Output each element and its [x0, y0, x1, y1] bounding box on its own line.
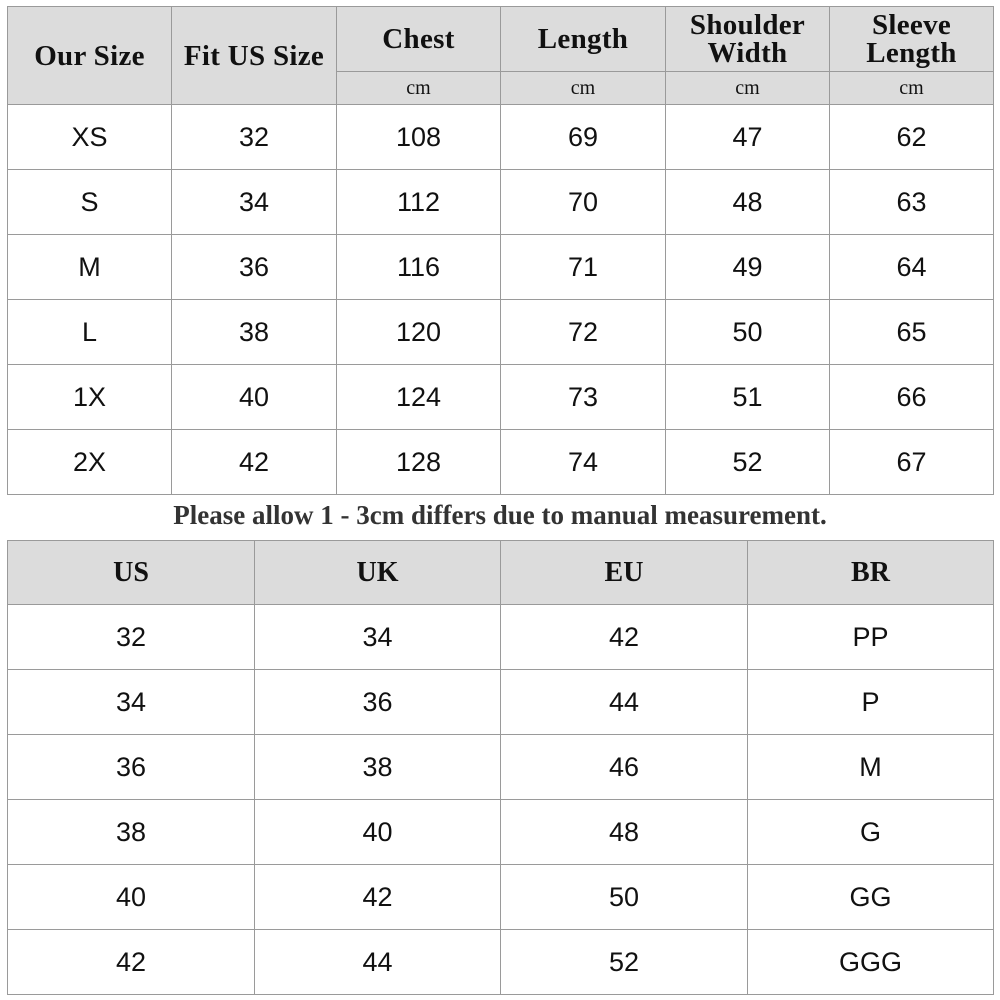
table-cell: 65 [829, 299, 994, 365]
table-cell: 69 [500, 104, 666, 170]
table-cell: M [7, 234, 172, 300]
unit-label: cm [665, 71, 830, 105]
header-length: Length [500, 6, 666, 72]
measurement-note: Please allow 1 - 3cm differs due to manu… [173, 500, 827, 530]
table-cell: 120 [336, 299, 501, 365]
table-cell: 74 [500, 429, 666, 495]
table-cell: 67 [829, 429, 994, 495]
table-cell: 72 [500, 299, 666, 365]
table-cell: 34 [254, 604, 501, 670]
unit-label: cm [500, 71, 666, 105]
table-cell: 50 [665, 299, 830, 365]
table-row: 38 40 48 G [7, 799, 994, 865]
header-us: US [7, 540, 255, 605]
table-cell: 48 [665, 169, 830, 235]
table-row: 2X 42 128 74 52 67 [7, 429, 994, 495]
table-cell: 46 [500, 734, 748, 800]
table-row: S 34 112 70 48 63 [7, 169, 994, 235]
size-table: Our Size Fit US Size Chest Length Should… [7, 6, 994, 495]
table-cell: 38 [171, 299, 337, 365]
table-row: 42 44 52 GGG [7, 929, 994, 995]
table-row: L 38 120 72 50 65 [7, 299, 994, 365]
table-cell: 40 [171, 364, 337, 430]
table-cell: 32 [7, 604, 255, 670]
header-sleeve-length: Sleeve Length [829, 6, 994, 72]
table-row: XS 32 108 69 47 62 [7, 104, 994, 170]
header-fit-us-size: Fit US Size [171, 6, 337, 105]
table-cell: 42 [500, 604, 748, 670]
table-cell: 73 [500, 364, 666, 430]
header-shoulder-width: Shoulder Width [665, 6, 830, 72]
table-cell: 36 [254, 669, 501, 735]
table-cell: 47 [665, 104, 830, 170]
table-cell: GGG [747, 929, 994, 995]
table-cell: GG [747, 864, 994, 930]
table-cell: 66 [829, 364, 994, 430]
table-cell: 124 [336, 364, 501, 430]
table-cell: 128 [336, 429, 501, 495]
table-cell: PP [747, 604, 994, 670]
table-cell: 42 [254, 864, 501, 930]
table-cell: 63 [829, 169, 994, 235]
table-row: 34 36 44 P [7, 669, 994, 735]
header-eu: EU [500, 540, 748, 605]
table-row: 40 42 50 GG [7, 864, 994, 930]
table-row: 1X 40 124 73 51 66 [7, 364, 994, 430]
table-cell: 52 [665, 429, 830, 495]
header-chest: Chest [336, 6, 501, 72]
table-cell: 36 [171, 234, 337, 300]
table-cell: 1X [7, 364, 172, 430]
table-cell: 44 [500, 669, 748, 735]
table-cell: 42 [7, 929, 255, 995]
header-br: BR [747, 540, 994, 605]
table-cell: 48 [500, 799, 748, 865]
table-cell: 71 [500, 234, 666, 300]
table-cell: 112 [336, 169, 501, 235]
table-cell: 36 [7, 734, 255, 800]
table-cell: 50 [500, 864, 748, 930]
table-cell: M [747, 734, 994, 800]
table-cell: 44 [254, 929, 501, 995]
table-cell: 49 [665, 234, 830, 300]
header-uk: UK [254, 540, 501, 605]
header-our-size: Our Size [7, 6, 172, 105]
table-cell: 32 [171, 104, 337, 170]
table-cell: L [7, 299, 172, 365]
table-cell: 2X [7, 429, 172, 495]
table-cell: G [747, 799, 994, 865]
table-cell: 42 [171, 429, 337, 495]
table-cell: 52 [500, 929, 748, 995]
table-row: 36 38 46 M [7, 734, 994, 800]
table-cell: 116 [336, 234, 501, 300]
table-cell: 38 [7, 799, 255, 865]
conversion-table: US UK EU BR 32 34 42 PP 34 36 44 P 36 38 46 M 38 40 48… [7, 540, 994, 995]
table-cell: 34 [171, 169, 337, 235]
table-row: M 36 116 71 49 64 [7, 234, 994, 300]
unit-label: cm [336, 71, 501, 105]
table-cell: 62 [829, 104, 994, 170]
table-cell: S [7, 169, 172, 235]
table-cell: 40 [254, 799, 501, 865]
table-cell: 70 [500, 169, 666, 235]
table-cell: 64 [829, 234, 994, 300]
table-cell: 40 [7, 864, 255, 930]
table-cell: 34 [7, 669, 255, 735]
table-cell: 51 [665, 364, 830, 430]
table-cell: XS [7, 104, 172, 170]
table-cell: 38 [254, 734, 501, 800]
table-row: 32 34 42 PP [7, 604, 994, 670]
table-cell: P [747, 669, 994, 735]
unit-label: cm [829, 71, 994, 105]
table-cell: 108 [336, 104, 501, 170]
